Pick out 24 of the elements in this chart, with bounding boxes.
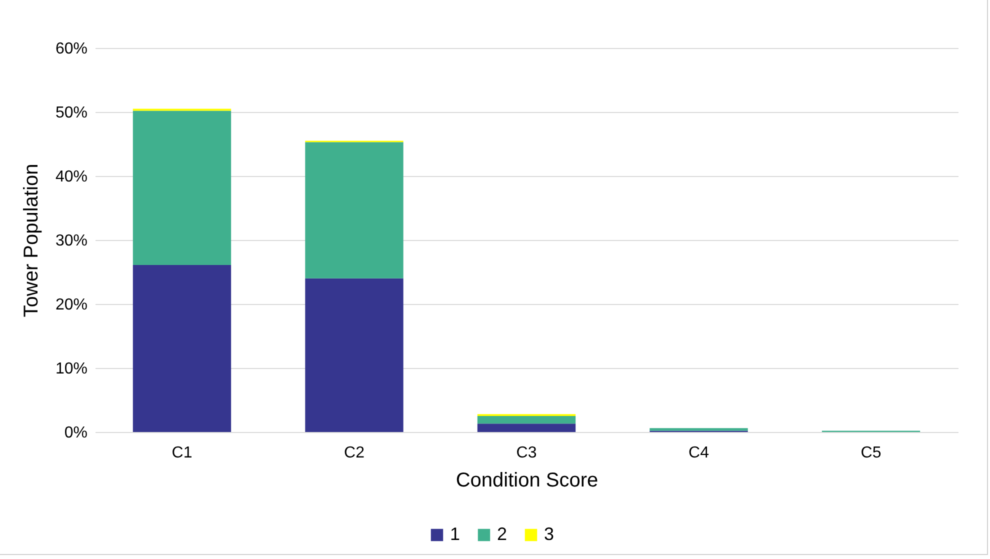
bar bbox=[132, 264, 232, 432]
legend-label: 3 bbox=[544, 524, 554, 544]
bar bbox=[477, 424, 576, 432]
bar bbox=[305, 278, 404, 432]
y-tick-label: 10% bbox=[55, 360, 88, 378]
x-tick-label: C3 bbox=[516, 444, 537, 462]
bar bbox=[305, 142, 404, 278]
y-axis-title: Tower Population bbox=[20, 164, 42, 318]
x-tick-label: C4 bbox=[688, 444, 710, 462]
bar bbox=[477, 416, 576, 424]
bar bbox=[650, 428, 748, 431]
y-tick-label: 60% bbox=[55, 40, 88, 58]
y-tick-label: 20% bbox=[55, 296, 88, 314]
x-tick-label: C2 bbox=[344, 444, 365, 462]
x-tick-label: C1 bbox=[172, 444, 192, 462]
legend-label: 1 bbox=[450, 524, 460, 544]
y-tick-label: 0% bbox=[64, 424, 88, 442]
legend-label: 2 bbox=[497, 524, 508, 544]
bar bbox=[132, 110, 232, 265]
x-tick-label: C5 bbox=[860, 444, 882, 462]
x-axis-title: Condition Score bbox=[456, 470, 598, 492]
y-tick-label: 50% bbox=[55, 104, 88, 122]
y-tick-label: 40% bbox=[55, 168, 88, 186]
y-tick-label: 30% bbox=[55, 232, 88, 250]
